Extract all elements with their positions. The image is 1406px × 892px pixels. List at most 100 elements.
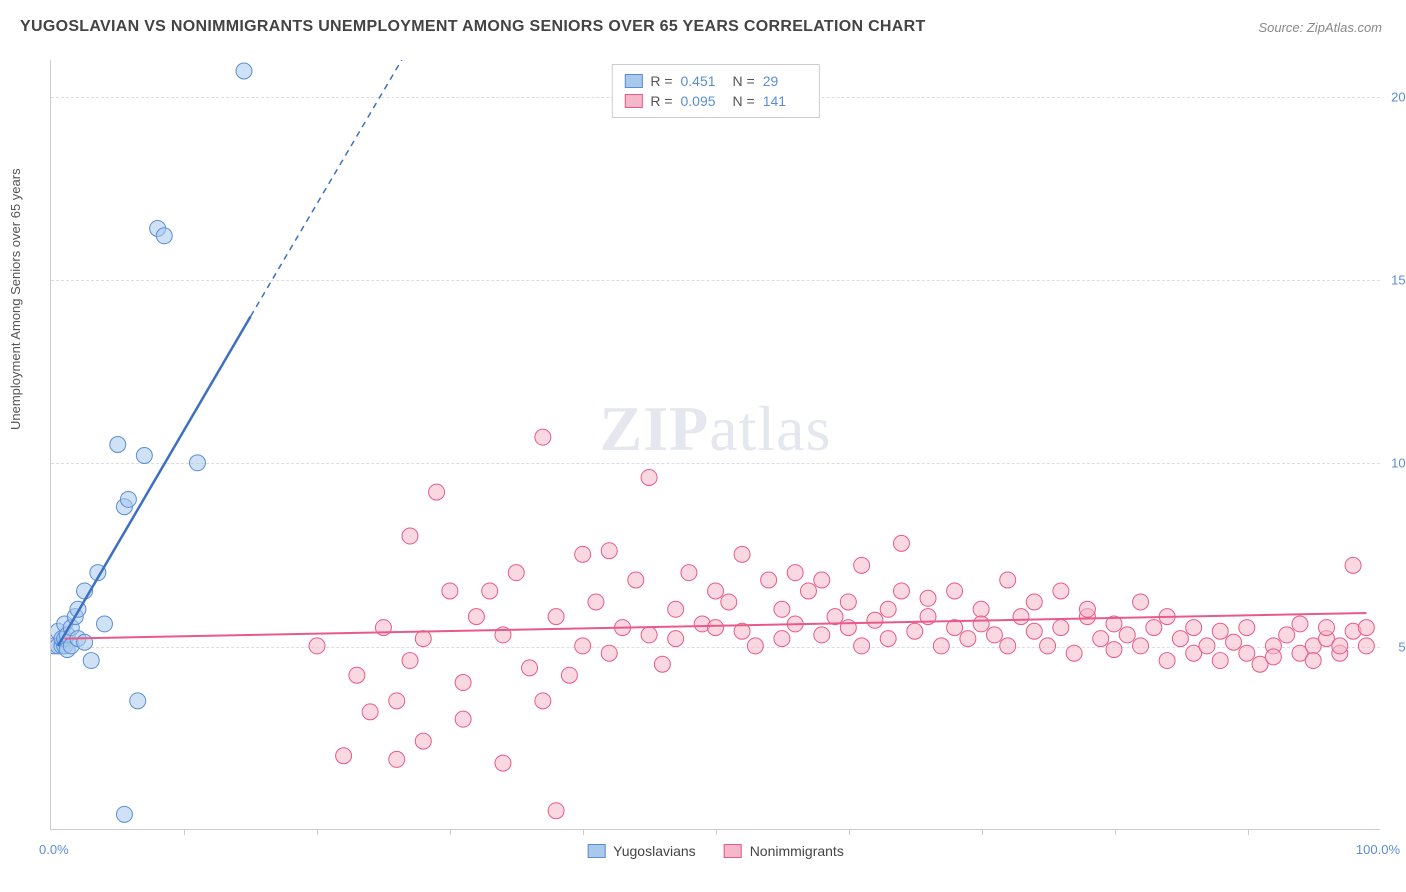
scatter-point	[236, 63, 252, 79]
scatter-svg	[51, 60, 1380, 829]
scatter-point	[840, 620, 856, 636]
x-tick	[716, 829, 717, 835]
scatter-point	[854, 638, 870, 654]
scatter-point	[774, 601, 790, 617]
scatter-point	[83, 653, 99, 669]
scatter-point	[867, 612, 883, 628]
scatter-point	[1026, 623, 1042, 639]
scatter-point	[1212, 623, 1228, 639]
scatter-point	[1000, 572, 1016, 588]
legend-label-0: Yugoslavians	[613, 843, 696, 859]
scatter-point	[535, 429, 551, 445]
scatter-point	[415, 631, 431, 647]
x-tick	[450, 829, 451, 835]
scatter-point	[893, 535, 909, 551]
scatter-point	[508, 565, 524, 581]
scatter-point	[1226, 634, 1242, 650]
legend-swatch-0	[587, 844, 605, 858]
scatter-point	[97, 616, 113, 632]
scatter-point	[130, 693, 146, 709]
scatter-point	[116, 806, 132, 822]
scatter-point	[761, 572, 777, 588]
scatter-point	[628, 572, 644, 588]
scatter-point	[362, 704, 378, 720]
trend-line	[58, 316, 251, 646]
scatter-point	[455, 675, 471, 691]
scatter-point	[468, 609, 484, 625]
scatter-point	[1053, 583, 1069, 599]
scatter-point	[1133, 638, 1149, 654]
scatter-point	[415, 733, 431, 749]
scatter-point	[641, 627, 657, 643]
legend-swatch-1	[724, 844, 742, 858]
scatter-point	[575, 638, 591, 654]
stat-r-label: R =	[650, 93, 672, 109]
scatter-point	[548, 609, 564, 625]
scatter-point	[1040, 638, 1056, 654]
scatter-point	[495, 755, 511, 771]
scatter-point	[455, 711, 471, 727]
scatter-point	[1066, 645, 1082, 661]
x-tick	[849, 829, 850, 835]
scatter-point	[1212, 653, 1228, 669]
scatter-point	[77, 634, 93, 650]
x-tick	[1115, 829, 1116, 835]
x-tick	[982, 829, 983, 835]
stats-row-series-1: R = 0.095 N = 141	[624, 91, 806, 111]
scatter-point	[774, 631, 790, 647]
scatter-point	[800, 583, 816, 599]
scatter-point	[1239, 620, 1255, 636]
y-tick-label: 10.0%	[1391, 456, 1406, 471]
correlation-stats-box: R = 0.451 N = 29 R = 0.095 N = 141	[611, 64, 819, 118]
scatter-point	[827, 609, 843, 625]
scatter-point	[336, 748, 352, 764]
stat-r-label: R =	[650, 73, 672, 89]
swatch-series-1	[624, 94, 642, 108]
scatter-point	[681, 565, 697, 581]
scatter-point	[1239, 645, 1255, 661]
stat-r-value-0: 0.451	[681, 73, 725, 89]
scatter-point	[1292, 616, 1308, 632]
scatter-point	[1305, 653, 1321, 669]
scatter-point	[120, 491, 136, 507]
x-axis-min-label: 0.0%	[39, 842, 69, 857]
stat-n-value-1: 141	[763, 93, 807, 109]
scatter-point	[189, 455, 205, 471]
x-tick	[184, 829, 185, 835]
scatter-point	[880, 601, 896, 617]
stat-n-value-0: 29	[763, 73, 807, 89]
scatter-point	[721, 594, 737, 610]
scatter-point	[402, 653, 418, 669]
scatter-point	[880, 631, 896, 647]
scatter-point	[309, 638, 325, 654]
scatter-point	[1319, 620, 1335, 636]
legend-item-0: Yugoslavians	[587, 843, 696, 859]
scatter-point	[1279, 627, 1295, 643]
scatter-point	[442, 583, 458, 599]
scatter-point	[575, 546, 591, 562]
scatter-point	[349, 667, 365, 683]
y-tick-label: 20.0%	[1391, 89, 1406, 104]
scatter-point	[156, 228, 172, 244]
legend-label-1: Nonimmigrants	[750, 843, 844, 859]
scatter-point	[708, 583, 724, 599]
scatter-point	[561, 667, 577, 683]
chart-plot-area: ZIPatlas R = 0.451 N = 29 R = 0.095 N = …	[50, 60, 1380, 830]
scatter-point	[668, 631, 684, 647]
stats-row-series-0: R = 0.451 N = 29	[624, 71, 806, 91]
scatter-point	[389, 693, 405, 709]
scatter-point	[1159, 653, 1175, 669]
legend-item-1: Nonimmigrants	[724, 843, 844, 859]
scatter-point	[1172, 631, 1188, 647]
trend-line-extrapolation	[251, 60, 424, 316]
scatter-point	[840, 594, 856, 610]
scatter-point	[920, 590, 936, 606]
scatter-point	[1053, 620, 1069, 636]
scatter-point	[654, 656, 670, 672]
scatter-point	[893, 583, 909, 599]
stat-n-label: N =	[733, 93, 755, 109]
scatter-point	[973, 601, 989, 617]
scatter-point	[1332, 638, 1348, 654]
scatter-point	[1000, 638, 1016, 654]
scatter-point	[535, 693, 551, 709]
